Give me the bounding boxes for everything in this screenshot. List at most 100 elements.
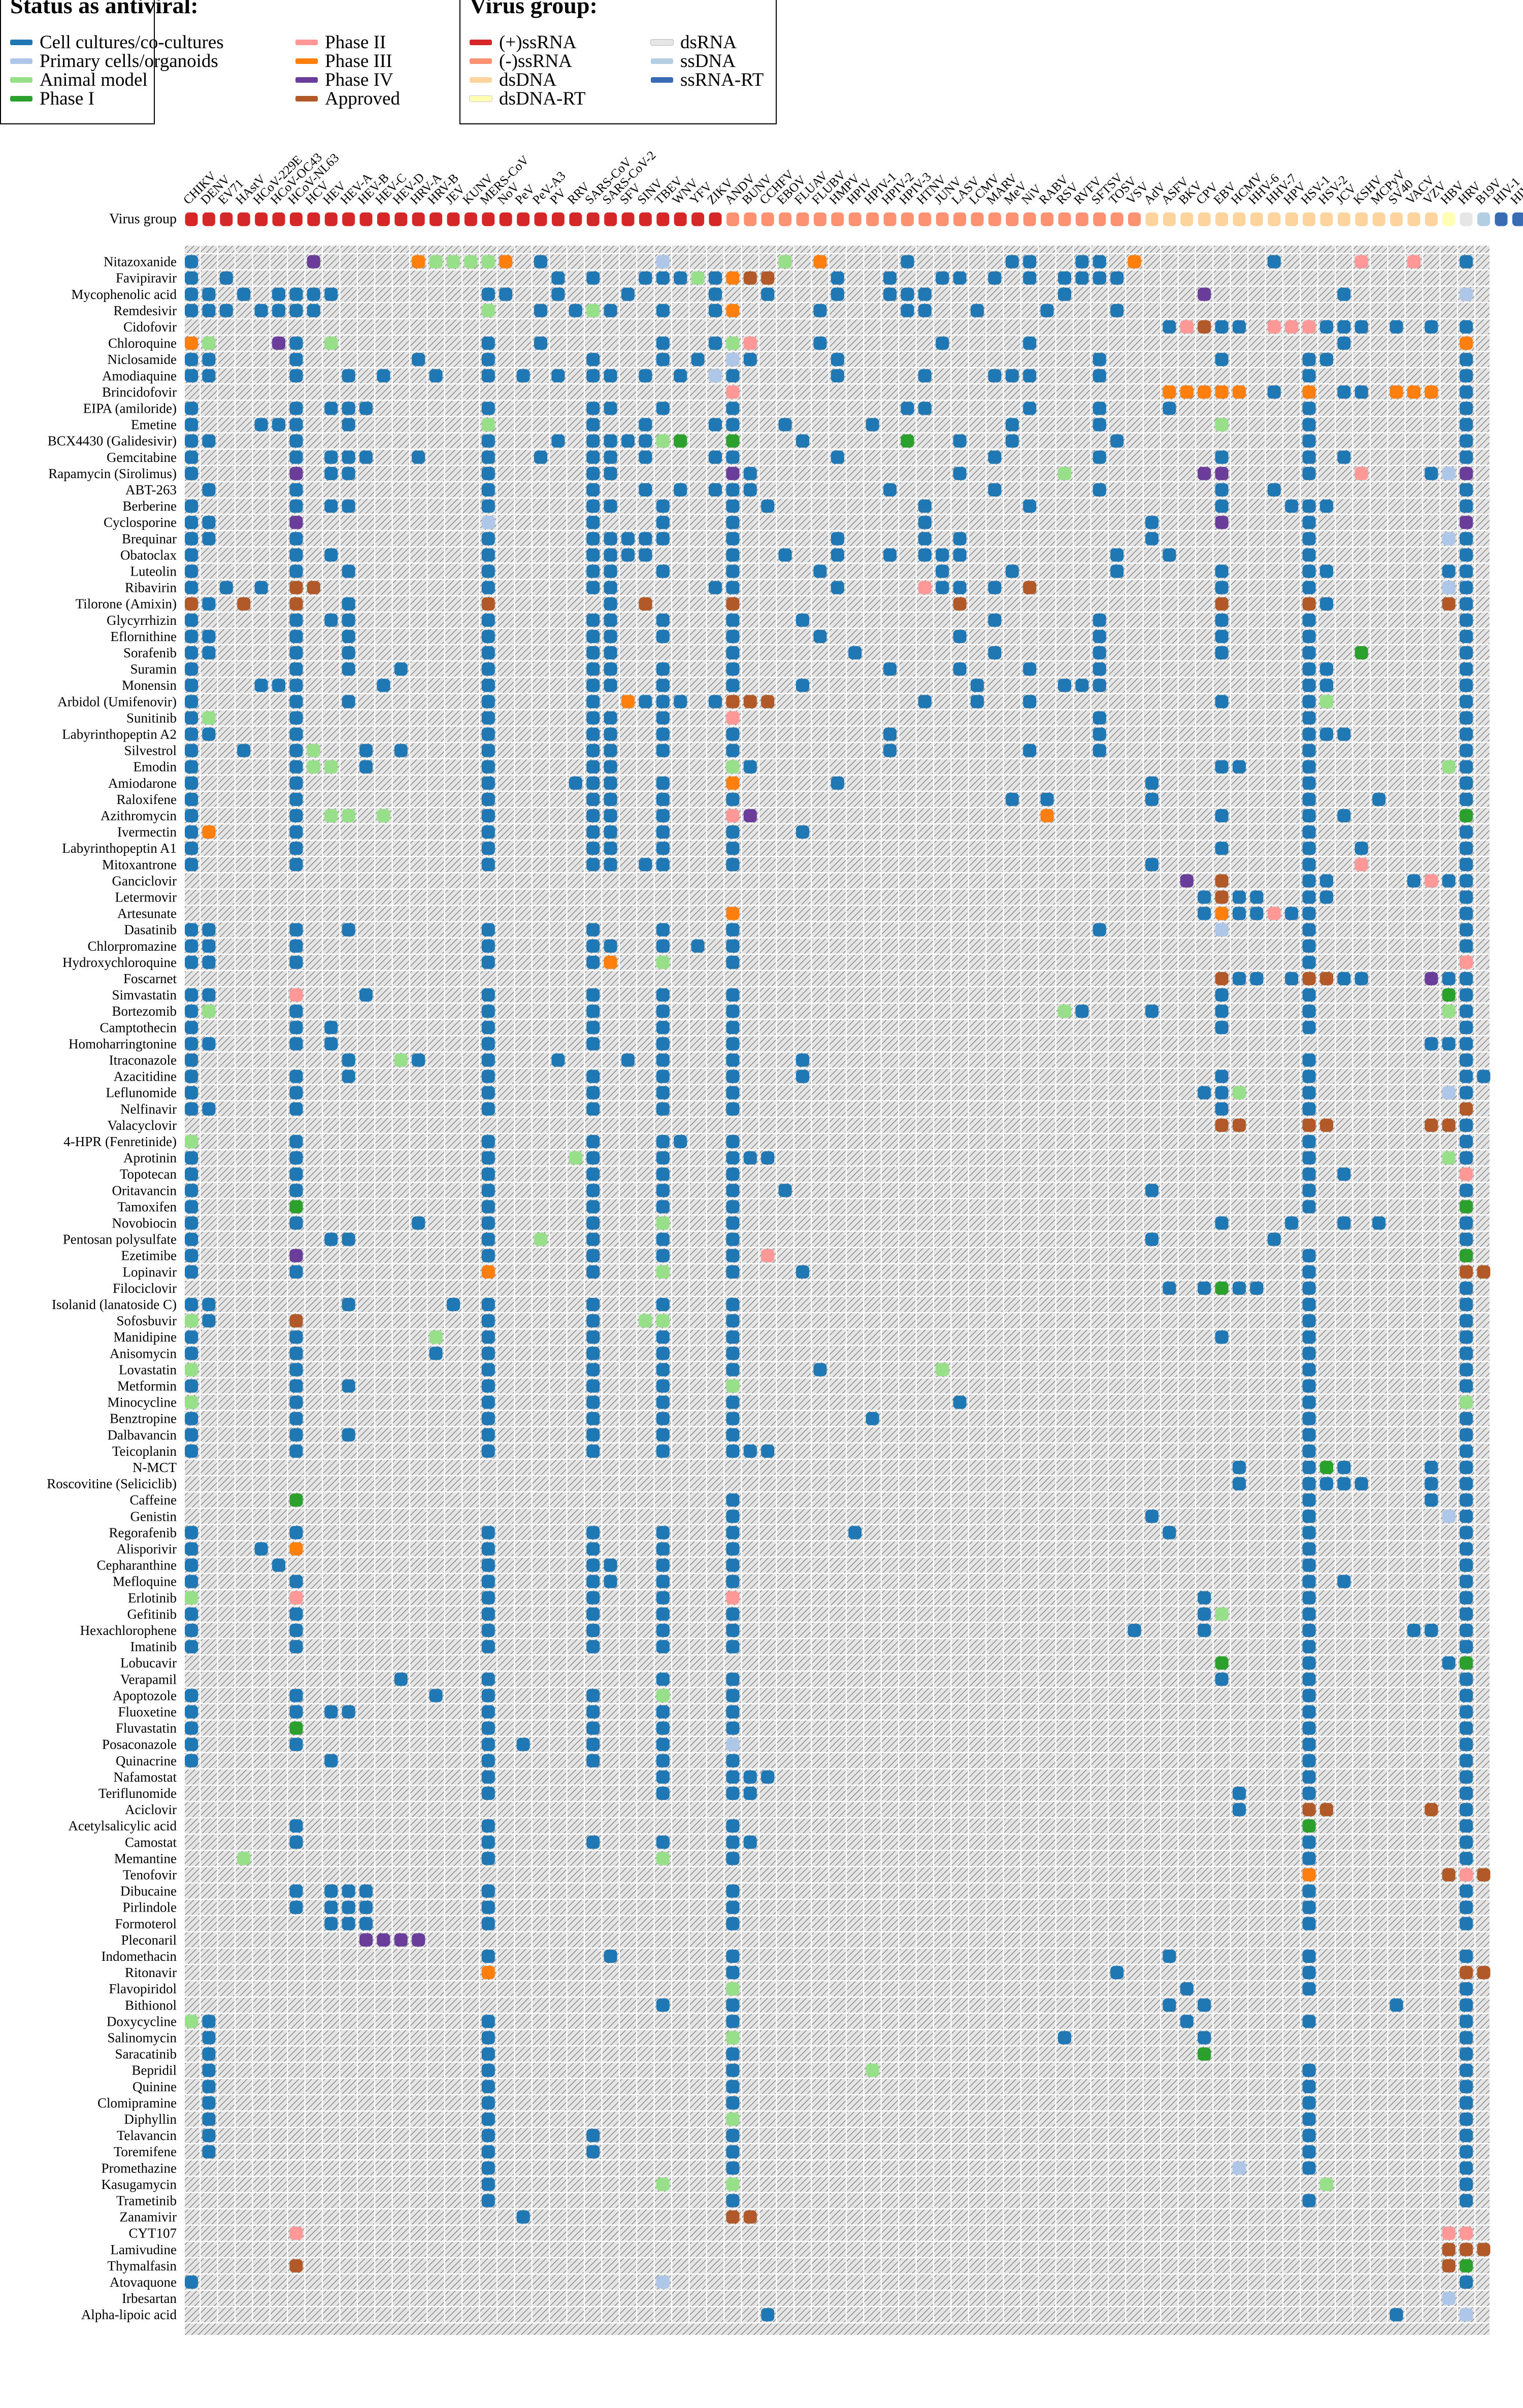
status-cell bbox=[1302, 842, 1316, 855]
status-cell bbox=[656, 1673, 670, 1686]
status-cell bbox=[726, 760, 740, 774]
status-cell bbox=[1425, 320, 1438, 333]
status-cell bbox=[1320, 499, 1333, 513]
status-cell bbox=[1302, 1835, 1316, 1849]
status-cell bbox=[1163, 548, 1176, 562]
status-cell bbox=[918, 369, 932, 383]
status-cell bbox=[202, 532, 216, 546]
status-cell bbox=[1302, 2194, 1316, 2208]
status-cell bbox=[586, 1395, 600, 1409]
status-cell bbox=[1302, 532, 1316, 546]
status-cell bbox=[516, 2210, 530, 2224]
virus-group-marker bbox=[1319, 212, 1334, 227]
status-cell bbox=[185, 1754, 198, 1767]
status-cell bbox=[586, 923, 600, 937]
virus-group-marker bbox=[1040, 212, 1054, 227]
status-cell bbox=[1337, 450, 1351, 464]
status-cell bbox=[1460, 1624, 1473, 1637]
status-cell bbox=[726, 548, 740, 562]
status-cell bbox=[1215, 874, 1229, 888]
status-cell bbox=[936, 548, 949, 562]
status-cell bbox=[1425, 972, 1438, 985]
status-cell bbox=[185, 2015, 198, 2028]
status-cell bbox=[1337, 385, 1351, 399]
virus-group-marker bbox=[848, 212, 862, 227]
status-cell bbox=[1198, 1281, 1211, 1295]
status-cell bbox=[726, 1395, 740, 1409]
status-cell bbox=[1320, 972, 1333, 985]
status-cell bbox=[1058, 1005, 1071, 1018]
status-cell bbox=[1460, 1363, 1473, 1377]
row-label: Brincidofovir bbox=[102, 384, 177, 399]
status-cell bbox=[743, 1787, 757, 1800]
status-cell bbox=[342, 695, 355, 709]
status-cell bbox=[709, 450, 722, 464]
status-cell bbox=[289, 679, 303, 692]
status-cell bbox=[726, 2047, 740, 2061]
status-cell bbox=[1302, 1314, 1316, 1328]
status-cell bbox=[481, 2015, 495, 2028]
status-cell bbox=[481, 646, 495, 659]
status-cell bbox=[219, 581, 233, 594]
status-cell bbox=[289, 1200, 303, 1214]
virus-group-marker bbox=[953, 212, 967, 227]
status-cell bbox=[1145, 792, 1158, 806]
status-cell bbox=[656, 679, 670, 692]
status-cell bbox=[481, 1069, 495, 1083]
status-cell bbox=[621, 434, 635, 448]
status-cell bbox=[586, 2129, 600, 2143]
status-cell bbox=[429, 255, 443, 269]
status-cell bbox=[761, 1151, 775, 1165]
status-cell bbox=[1442, 2243, 1455, 2256]
legend-item: Cell cultures/co-cultures bbox=[10, 31, 224, 53]
status-cell bbox=[342, 646, 355, 659]
virus-group-marker bbox=[1477, 212, 1491, 227]
status-cell bbox=[1163, 320, 1176, 333]
status-cell bbox=[1302, 2161, 1316, 2175]
status-cell bbox=[1460, 727, 1473, 741]
virus-group-marker bbox=[638, 212, 652, 227]
status-cell bbox=[481, 613, 495, 627]
row-label: Posaconazole bbox=[102, 1737, 177, 1752]
row-label: Clomipramine bbox=[97, 2095, 177, 2111]
status-cell bbox=[726, 646, 740, 659]
status-cell bbox=[202, 711, 216, 725]
status-cell bbox=[674, 369, 687, 383]
status-cell bbox=[656, 1069, 670, 1083]
status-cell bbox=[726, 1835, 740, 1849]
status-cell bbox=[289, 1167, 303, 1181]
status-cell bbox=[709, 695, 722, 709]
status-cell bbox=[656, 1558, 670, 1572]
row-label: Obatoclax bbox=[120, 547, 177, 562]
status-cell bbox=[481, 1900, 495, 1914]
status-cell bbox=[586, 711, 600, 725]
status-cell bbox=[883, 287, 897, 301]
status-cell bbox=[1005, 564, 1019, 578]
status-cell bbox=[289, 1575, 303, 1588]
status-cell bbox=[656, 1591, 670, 1604]
status-cell bbox=[586, 1542, 600, 1556]
status-cell bbox=[1092, 418, 1106, 431]
status-cell bbox=[726, 304, 740, 317]
legend-item: Animal model bbox=[10, 69, 148, 91]
status-cell bbox=[656, 1232, 670, 1246]
status-cell bbox=[1302, 1591, 1316, 1604]
status-cell bbox=[185, 1526, 198, 1540]
status-cell bbox=[1460, 2178, 1473, 2191]
status-cell bbox=[586, 662, 600, 676]
status-cell bbox=[481, 564, 495, 578]
status-cell bbox=[743, 337, 757, 350]
row-label: Rapamycin (Sirolimus) bbox=[48, 466, 177, 481]
status-cell bbox=[289, 1689, 303, 1702]
status-cell bbox=[586, 760, 600, 774]
status-cell bbox=[1302, 662, 1316, 676]
status-cell bbox=[1233, 907, 1246, 920]
status-cell bbox=[726, 711, 740, 725]
status-cell bbox=[534, 304, 547, 317]
status-cell bbox=[586, 613, 600, 627]
status-cell bbox=[656, 744, 670, 757]
status-cell bbox=[813, 564, 827, 578]
status-cell bbox=[1337, 1575, 1351, 1588]
status-cell bbox=[1460, 1135, 1473, 1148]
